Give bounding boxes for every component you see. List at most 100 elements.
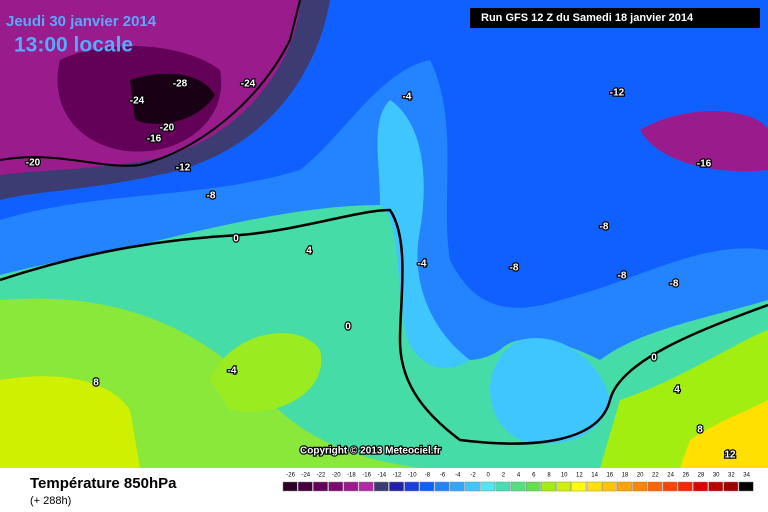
legend-label: -26 (286, 473, 295, 479)
cold-zone (640, 111, 768, 172)
legend-swatch (495, 481, 511, 492)
contour-label: -12 (610, 88, 625, 99)
legend-swatch (541, 481, 556, 492)
legend-label: -16 (362, 473, 371, 479)
contour-label: 8 (93, 378, 99, 389)
legend-swatch (738, 481, 754, 492)
contour-label: 4 (306, 246, 312, 257)
legend-label: -14 (377, 473, 386, 479)
cold-zone (130, 73, 215, 124)
legend-swatch (297, 481, 313, 492)
legend-swatch (449, 481, 465, 492)
legend-label: 30 (713, 473, 720, 479)
legend-swatch (571, 481, 587, 492)
legend-swatch (586, 481, 602, 492)
contour-label: -16 (697, 159, 712, 170)
legend-swatch (358, 481, 374, 492)
contour-label: -20 (26, 158, 41, 169)
footer-title: Température 850hPa (30, 475, 177, 492)
legend-label: -22 (317, 473, 326, 479)
legend-label: -12 (393, 473, 402, 479)
cold-zone (490, 338, 610, 444)
legend-swatch (465, 481, 480, 492)
legend-label: -4 (455, 473, 461, 479)
legend-label: -8 (425, 473, 431, 479)
legend-swatch (617, 481, 632, 492)
legend-label: -10 (408, 473, 417, 479)
legend-label: 4 (517, 473, 521, 479)
contour-label: -8 (510, 263, 519, 274)
legend-label: 22 (652, 473, 659, 479)
legend-swatch (677, 481, 693, 492)
contour-label: -8 (600, 222, 609, 233)
legend-swatch (723, 481, 739, 492)
legend-label: 2 (502, 473, 506, 479)
contour-label: 0 (233, 234, 239, 245)
legend-swatch (373, 481, 389, 492)
legend-swatch (480, 481, 496, 492)
legend-swatch (708, 481, 724, 492)
run-box (470, 8, 760, 28)
legend-swatch (662, 481, 678, 492)
contour-label: 12 (724, 450, 736, 461)
legend-swatch (343, 481, 359, 492)
legend-label: 26 (682, 473, 689, 479)
warm-zone (210, 333, 322, 412)
legend-label: -20 (332, 473, 341, 479)
legend-label: 34 (743, 473, 750, 479)
legend-swatch (510, 481, 526, 492)
copyright: Copyright © 2013 Meteociel.fr (300, 446, 441, 457)
legend-swatch (404, 481, 420, 492)
legend-label: 24 (667, 473, 674, 479)
contour-label: -16 (147, 134, 162, 145)
legend-swatch (282, 481, 298, 492)
contour-label: 4 (674, 385, 680, 396)
legend-swatch (328, 481, 344, 492)
contour-label: -20 (160, 123, 175, 134)
contour-label: -4 (418, 259, 427, 270)
warm-zone (680, 400, 768, 468)
contour-label: 8 (697, 425, 703, 436)
zero-isotherm (0, 208, 768, 445)
legend-label: 10 (561, 473, 568, 479)
contour-label: -4 (403, 92, 412, 103)
contour-label: -28 (173, 79, 188, 90)
legend-swatch (556, 481, 572, 492)
cold-zone (377, 100, 470, 369)
legend-label: 32 (728, 473, 735, 479)
time-label: 13:00 locale (14, 34, 133, 57)
legend-label: 20 (637, 473, 644, 479)
contour-label: -24 (241, 79, 256, 90)
legend-label: -18 (347, 473, 356, 479)
contour-label: 0 (345, 322, 351, 333)
contour-label: -8 (670, 279, 679, 290)
date-label: Jeudi 30 janvier 2014 (6, 13, 157, 30)
contour-label: -8 (207, 191, 216, 202)
legend-swatch (313, 481, 328, 492)
contour-label: 0 (651, 353, 657, 364)
legend-swatch (601, 481, 617, 492)
legend-label: 12 (576, 473, 583, 479)
legend-label: -6 (440, 473, 446, 479)
legend-swatch (389, 481, 404, 492)
legend-label: -2 (470, 473, 476, 479)
legend-swatch (525, 481, 541, 492)
legend-swatch (419, 481, 435, 492)
legend-label: 6 (532, 473, 536, 479)
legend-label: 16 (606, 473, 613, 479)
legend-label: 14 (591, 473, 598, 479)
legend-label: 0 (487, 473, 491, 479)
legend-swatch (647, 481, 663, 492)
contour-label: -12 (176, 163, 191, 174)
contour-label: -4 (228, 366, 237, 377)
isotherm (0, 0, 301, 167)
run-label: Run GFS 12 Z du Samedi 18 janvier 2014 (481, 12, 694, 24)
legend-label: -24 (301, 473, 310, 479)
contour-label: -8 (618, 271, 627, 282)
contour-label: -24 (130, 96, 145, 107)
legend-swatch (434, 481, 450, 492)
legend-label: 28 (698, 473, 705, 479)
legend-label: 18 (622, 473, 629, 479)
legend-swatch (693, 481, 708, 492)
